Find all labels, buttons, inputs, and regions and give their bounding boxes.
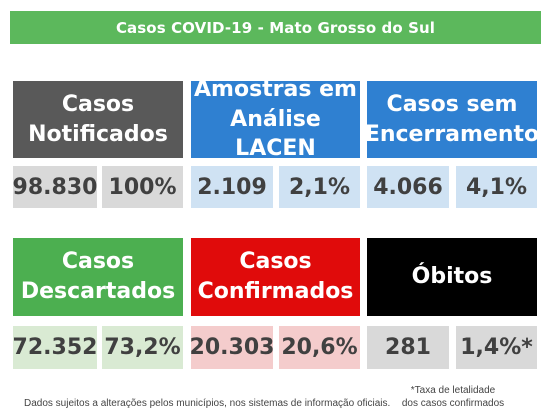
value-amostras-count: 2.109 <box>191 166 273 208</box>
header-casos-confirmados: Casos Confirmados <box>191 238 360 316</box>
value-obitos-count: 281 <box>367 326 449 369</box>
header-casos-descartados: Casos Descartados <box>13 238 183 316</box>
footnote-line-1: *Taxa de letalidade <box>410 385 496 396</box>
value-notificados-count: 98.830 <box>13 166 97 208</box>
header-obitos: Óbitos <box>367 238 537 316</box>
value-descartados-percent: 73,2% <box>102 326 183 369</box>
value-sem-encerramento-count: 4.066 <box>367 166 449 208</box>
value-descartados-count: 72.352 <box>13 326 97 369</box>
header-amostras-lacen: Amostras em Análise LACEN <box>191 77 360 161</box>
value-confirmados-count: 20.303 <box>190 326 274 369</box>
footnote-letalidade: *Taxa de letalidade dos casos confirmado… <box>383 384 523 410</box>
footnote-line-2: dos casos confirmados <box>401 398 505 409</box>
header-casos-sem-encerramento: Casos sem Encerramento <box>365 81 539 158</box>
value-amostras-percent: 2,1% <box>279 166 360 208</box>
disclaimer-text: Dados sujeitos a alterações pelos municí… <box>24 398 391 409</box>
page-title: Casos COVID-19 - Mato Grosso do Sul <box>10 11 541 44</box>
value-obitos-percent: 1,4%* <box>456 326 537 369</box>
value-notificados-percent: 100% <box>102 166 183 208</box>
header-casos-notificados: Casos Notificados <box>13 81 183 158</box>
value-confirmados-percent: 20,6% <box>279 326 360 369</box>
value-sem-encerramento-percent: 4,1% <box>456 166 537 208</box>
